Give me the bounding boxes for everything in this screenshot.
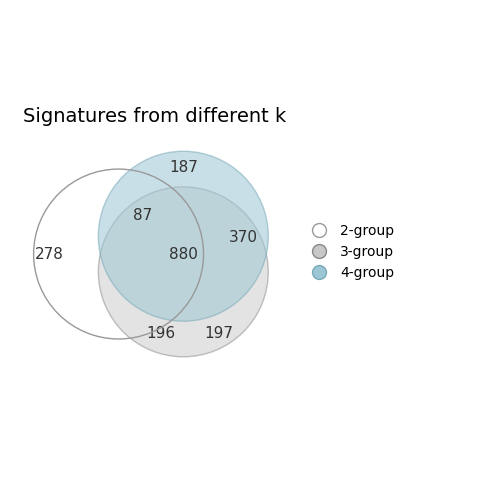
Text: 87: 87 [133,208,153,223]
Text: 196: 196 [146,326,175,341]
Text: 278: 278 [35,246,64,262]
Text: 187: 187 [169,160,198,175]
Text: 370: 370 [229,230,258,245]
Legend: 2-group, 3-group, 4-group: 2-group, 3-group, 4-group [301,220,398,284]
Circle shape [98,187,268,357]
Title: Signatures from different k: Signatures from different k [23,106,286,125]
Text: 880: 880 [169,246,198,262]
Text: 197: 197 [205,326,233,341]
Circle shape [98,151,268,321]
